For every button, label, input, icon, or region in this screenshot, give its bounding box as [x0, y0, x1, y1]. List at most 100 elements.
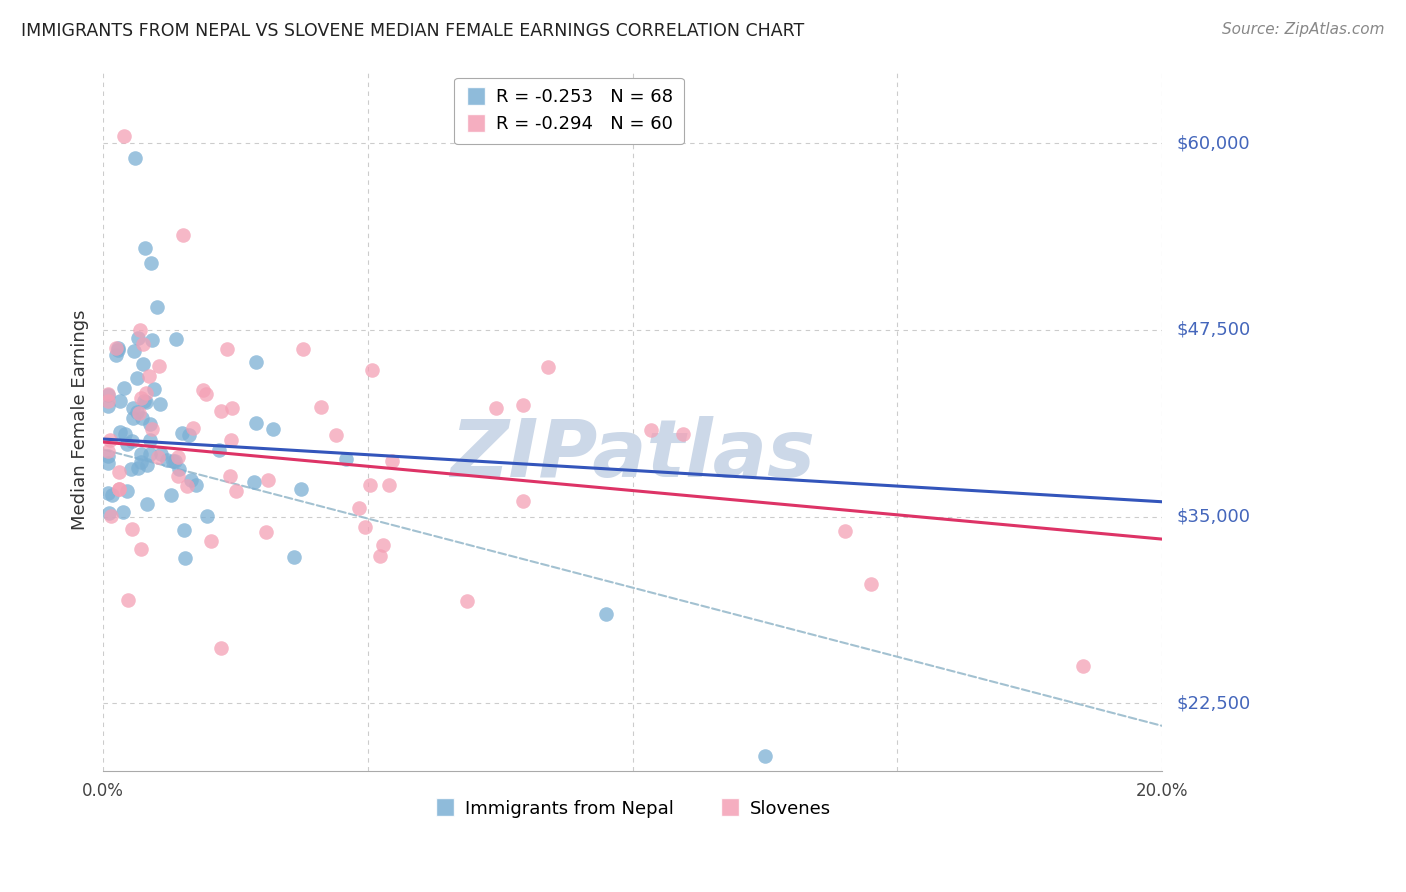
Point — [127, 371, 149, 385]
Point — [170, 425, 193, 440]
Point — [150, 447, 173, 461]
Point — [181, 421, 204, 435]
Point — [176, 479, 198, 493]
Point — [139, 434, 162, 448]
Point — [97, 399, 120, 413]
Point — [456, 593, 478, 607]
Point — [141, 422, 163, 436]
Text: IMMIGRANTS FROM NEPAL VS SLOVENE MEDIAN FEMALE EARNINGS CORRELATION CHART: IMMIGRANTS FROM NEPAL VS SLOVENE MEDIAN … — [21, 22, 804, 40]
Text: $60,000: $60,000 — [1177, 134, 1250, 153]
Point — [537, 359, 560, 374]
Point — [859, 577, 882, 591]
Point — [136, 458, 159, 472]
Point — [370, 549, 392, 564]
Point — [225, 484, 247, 499]
Point — [114, 426, 136, 441]
Point — [335, 452, 357, 467]
Point — [139, 256, 162, 270]
Point — [131, 411, 153, 425]
Point — [129, 323, 152, 337]
Point — [139, 417, 162, 431]
Point — [149, 397, 172, 411]
Point — [167, 462, 190, 476]
Point — [120, 462, 142, 476]
Point — [131, 455, 153, 469]
Point — [121, 434, 143, 449]
Point — [148, 359, 170, 373]
Point — [139, 446, 162, 460]
Point — [98, 434, 121, 448]
Point — [254, 524, 277, 539]
Point — [128, 406, 150, 420]
Point — [256, 473, 278, 487]
Point — [141, 334, 163, 348]
Point — [97, 485, 120, 500]
Point — [112, 381, 135, 395]
Point — [160, 488, 183, 502]
Point — [121, 401, 143, 415]
Point — [97, 444, 120, 458]
Point — [283, 549, 305, 564]
Point — [108, 425, 131, 440]
Point — [162, 454, 184, 468]
Point — [754, 748, 776, 763]
Point — [485, 401, 508, 416]
Point — [290, 483, 312, 497]
Point — [146, 450, 169, 465]
Point — [136, 497, 159, 511]
Point — [378, 478, 401, 492]
Point — [121, 522, 143, 536]
Text: $22,500: $22,500 — [1177, 695, 1250, 713]
Point — [125, 405, 148, 419]
Point — [186, 477, 208, 491]
Point — [129, 391, 152, 405]
Point — [1071, 659, 1094, 673]
Point — [311, 401, 333, 415]
Point — [121, 411, 143, 425]
Point — [209, 404, 232, 418]
Point — [381, 454, 404, 468]
Point — [138, 369, 160, 384]
Point — [359, 478, 381, 492]
Point — [101, 488, 124, 502]
Text: $35,000: $35,000 — [1177, 508, 1250, 525]
Point — [245, 416, 267, 430]
Point — [292, 343, 315, 357]
Point — [221, 401, 243, 415]
Text: $47,500: $47,500 — [1177, 321, 1250, 339]
Point — [195, 508, 218, 523]
Point — [129, 542, 152, 557]
Point — [97, 386, 120, 401]
Point — [104, 347, 127, 361]
Point — [97, 456, 120, 470]
Point — [134, 394, 156, 409]
Text: ZIPatlas: ZIPatlas — [450, 416, 815, 493]
Point — [172, 227, 194, 242]
Point — [167, 469, 190, 483]
Point — [122, 344, 145, 359]
Point — [97, 388, 120, 402]
Point — [209, 641, 232, 656]
Point — [107, 343, 129, 357]
Point — [167, 450, 190, 464]
Point — [98, 506, 121, 520]
Point — [97, 449, 120, 463]
Point — [200, 534, 222, 549]
Point — [219, 433, 242, 447]
Point — [361, 363, 384, 377]
Point — [115, 437, 138, 451]
Point — [165, 332, 187, 346]
Point — [245, 355, 267, 369]
Point — [512, 494, 534, 508]
Point — [208, 443, 231, 458]
Point — [131, 447, 153, 461]
Point — [218, 468, 240, 483]
Point — [165, 454, 187, 468]
Point — [146, 300, 169, 314]
Point — [108, 482, 131, 496]
Point — [217, 342, 239, 356]
Text: Source: ZipAtlas.com: Source: ZipAtlas.com — [1222, 22, 1385, 37]
Point — [132, 336, 155, 351]
Point — [180, 473, 202, 487]
Point — [135, 394, 157, 409]
